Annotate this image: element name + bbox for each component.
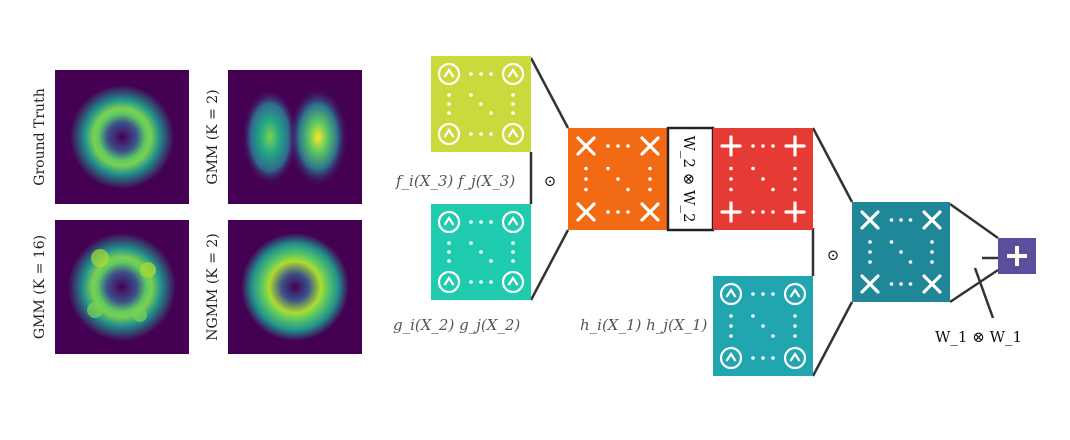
product-icon: [576, 136, 596, 156]
sum-icon: [784, 201, 806, 223]
product-icon: [640, 202, 660, 222]
unit-circle-icon: [719, 282, 743, 306]
panel-label-gmm-k16: GMM (K = 16): [32, 235, 48, 339]
panel-gmm-k16: [55, 220, 189, 354]
unit-circle-icon: [437, 62, 461, 86]
product-icon: [860, 210, 880, 230]
w2-label: W_2 ⊗ W_2: [680, 135, 698, 222]
unit-circle-icon: [501, 270, 525, 294]
f-label: f_i(X_3) f_j(X_3): [395, 172, 515, 190]
product-icon: [922, 210, 942, 230]
unit-circle-icon: [783, 346, 807, 370]
g-label: g_i(X_2) g_j(X_2): [393, 316, 520, 334]
circuit-edges: [529, 57, 999, 377]
product-icon: [922, 274, 942, 294]
panel-label-gmm-k2: GMM (K = 2): [205, 89, 221, 184]
unit-circle-icon: [719, 346, 743, 370]
unit-circle-icon: [501, 122, 525, 146]
unit-circle-icon: [437, 122, 461, 146]
h-label: h_i(X_1) h_j(X_1): [580, 316, 708, 334]
product-icon: [576, 202, 596, 222]
w2-block: [666, 126, 715, 232]
panel-gmm-k2: [228, 70, 362, 204]
sum-icon: [720, 135, 742, 157]
sum-node: [998, 238, 1036, 274]
panel-label-ngmm-k2: NGMM (K = 2): [205, 233, 221, 340]
product-icon: [860, 274, 880, 294]
sum-icon: [784, 135, 806, 157]
product-icon: [640, 136, 660, 156]
product-symbol-h: ⊙: [827, 246, 840, 264]
block-glyphs: [437, 62, 942, 370]
w1-label: W_1 ⊗ W_1: [935, 328, 1022, 346]
unit-circle-icon: [437, 210, 461, 234]
sum-icon: [720, 201, 742, 223]
panel-ngmm-k2: [228, 220, 362, 354]
panel-label-ground-truth: Ground Truth: [32, 88, 48, 185]
panel-ground-truth: [55, 70, 189, 204]
unit-circle-icon: [437, 270, 461, 294]
unit-circle-icon: [501, 210, 525, 234]
unit-circle-icon: [783, 282, 807, 306]
unit-circle-icon: [501, 62, 525, 86]
product-symbol-fg: ⊙: [544, 172, 557, 190]
